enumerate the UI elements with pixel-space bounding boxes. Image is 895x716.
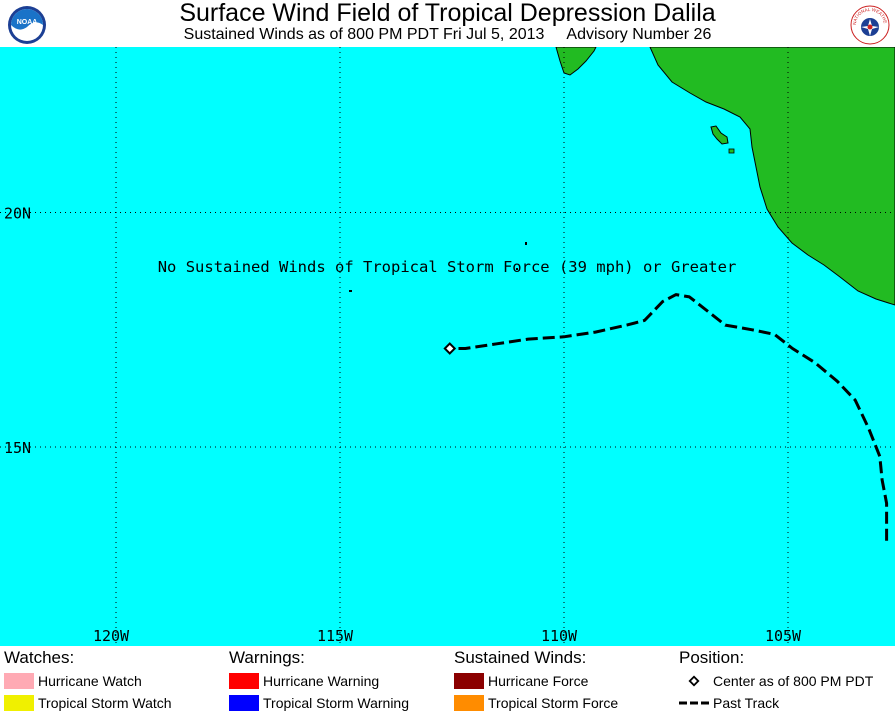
center-diamond-icon: [679, 673, 709, 689]
header: NOAA Surface Wind Field of Tropical Depr…: [0, 0, 895, 47]
tropical-storm-watch-swatch: [4, 695, 34, 711]
legend-item-tropical-storm-force: Tropical Storm Force: [454, 692, 618, 714]
mexico-mainland: [649, 47, 895, 306]
islas-marias: [710, 125, 729, 145]
hurricane-force-swatch: [454, 673, 484, 689]
legend-item-hurricane-force: Hurricane Force: [454, 670, 618, 692]
wind-field-map: 20N 15N 120W 115W 110W 105W No Sustained Win…: [0, 47, 895, 646]
tropical-storm-force-swatch: [454, 695, 484, 711]
dashed-line-icon: [679, 695, 709, 711]
legend-position-title: Position:: [679, 648, 745, 667]
islet-speck: [516, 268, 518, 270]
advisory-number: Advisory Number 26: [566, 26, 712, 43]
legend-item-hurricane-warning: Hurricane Warning: [229, 670, 409, 692]
longitude-label: 105W: [765, 627, 802, 645]
longitude-label: 110W: [541, 627, 578, 645]
latitude-label: 15N: [4, 439, 31, 457]
legend-watches: Watches: Hurricane Watch Tropical Storm …: [4, 646, 172, 714]
tropical-storm-warning-swatch: [229, 695, 259, 711]
no-tropical-storm-winds-message: No Sustained Winds of Tropical Storm For…: [158, 258, 737, 276]
legend-item-center: Center as of 800 PM PDT: [679, 670, 873, 692]
baja-california-tip: [555, 47, 597, 76]
legend-watches-title: Watches:: [4, 648, 75, 667]
legend-warnings-title: Warnings:: [229, 648, 305, 667]
legend-position: Position: Center as of 800 PM PDT Past T…: [679, 646, 873, 714]
islet-speck: [525, 242, 527, 245]
latitude-label: 20N: [4, 205, 31, 223]
past-track-line: [452, 293, 889, 541]
latitude-labels: 20N 15N: [4, 205, 31, 458]
noaa-logo: NOAA: [8, 6, 46, 44]
islet-speck: [349, 290, 352, 292]
graticule: [0, 47, 895, 646]
legend-item-hurricane-watch: Hurricane Watch: [4, 670, 172, 692]
hurricane-watch-swatch: [4, 673, 34, 689]
valid-time: Sustained Winds as of 800 PM PDT Fri Jul…: [183, 26, 545, 43]
page-subtitle: Sustained Winds as of 800 PM PDT Fri Jul…: [0, 25, 895, 45]
legend-item-tropical-storm-warning: Tropical Storm Warning: [229, 692, 409, 714]
page-title: Surface Wind Field of Tropical Depressio…: [179, 0, 716, 27]
longitude-label: 115W: [317, 627, 354, 645]
nws-logo: NATIONAL WEATHER SERVICE: [850, 5, 890, 45]
legend-winds-title: Sustained Winds:: [454, 648, 587, 667]
storm-center-marker: [443, 342, 457, 355]
legend-item-past-track: Past Track: [679, 692, 873, 714]
islet: [728, 148, 735, 154]
legend: Watches: Hurricane Watch Tropical Storm …: [0, 646, 895, 716]
legend-warnings: Warnings: Hurricane Warning Tropical Sto…: [229, 646, 409, 714]
hurricane-warning-swatch: [229, 673, 259, 689]
legend-sustained-winds: Sustained Winds: Hurricane Force Tropica…: [454, 646, 618, 714]
legend-item-tropical-storm-watch: Tropical Storm Watch: [4, 692, 172, 714]
longitude-label: 120W: [93, 627, 130, 645]
svg-text:NOAA: NOAA: [17, 19, 38, 26]
longitude-labels: 120W 115W 110W 105W: [93, 627, 802, 645]
